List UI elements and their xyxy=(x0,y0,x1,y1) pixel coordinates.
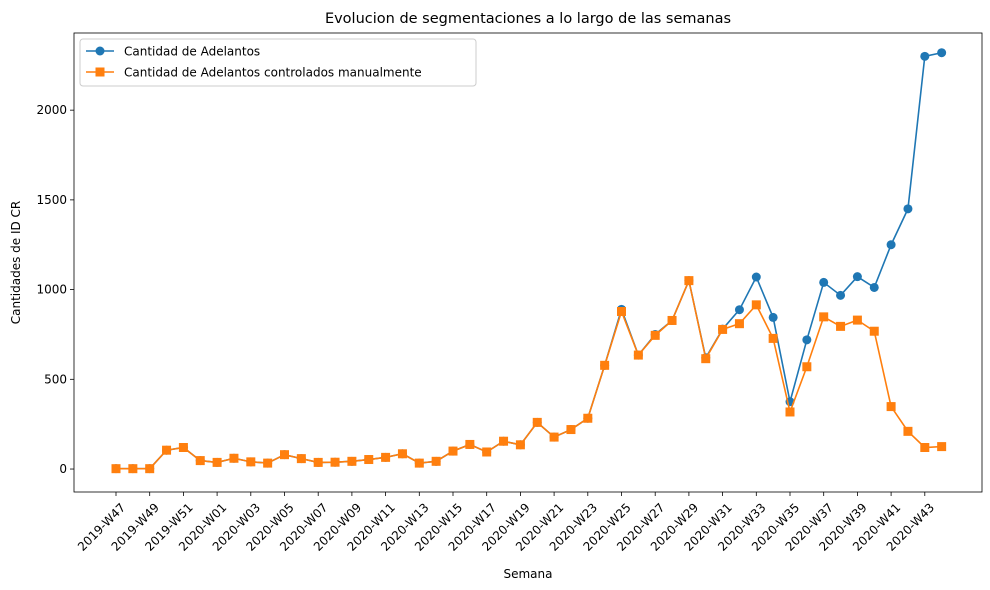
legend-label: Cantidad de Adelantos xyxy=(124,45,260,59)
legend-box xyxy=(79,38,477,87)
data-point xyxy=(802,362,812,372)
data-point xyxy=(869,326,879,336)
legend-marker xyxy=(95,67,105,77)
data-point xyxy=(937,48,947,58)
data-point xyxy=(330,457,340,467)
plot-area xyxy=(73,32,983,493)
data-point xyxy=(633,350,643,360)
data-point xyxy=(903,426,913,436)
series-group xyxy=(111,48,947,474)
data-point xyxy=(128,464,138,474)
y-tick-label: 500 xyxy=(44,372,67,386)
y-tick-label: 1500 xyxy=(36,193,67,207)
data-point xyxy=(937,442,947,452)
data-point xyxy=(583,413,593,423)
data-point xyxy=(397,449,407,459)
data-point xyxy=(532,417,542,427)
data-point xyxy=(515,440,525,450)
data-point xyxy=(836,321,846,331)
data-point xyxy=(465,439,475,449)
data-point xyxy=(684,276,694,286)
data-point xyxy=(667,315,677,325)
data-point xyxy=(920,442,930,452)
legend-item: Cantidad de Adelantos xyxy=(86,45,260,59)
y-tick-label: 1000 xyxy=(36,283,67,297)
data-point xyxy=(751,272,761,282)
data-point xyxy=(364,455,374,465)
y-axis-label: Cantidades de ID CR xyxy=(9,201,23,325)
data-point xyxy=(600,360,610,370)
data-point xyxy=(852,315,862,325)
data-point xyxy=(617,306,626,316)
data-point xyxy=(869,282,879,292)
legend-label: Cantidad de Adelantos controlados manual… xyxy=(124,66,422,80)
x-axis-label: Semana xyxy=(503,567,552,581)
data-point xyxy=(734,319,744,329)
data-point xyxy=(886,402,896,412)
data-point xyxy=(768,312,778,322)
data-point xyxy=(751,300,761,310)
data-point xyxy=(212,457,222,467)
data-point xyxy=(111,464,121,474)
data-point xyxy=(920,51,930,61)
data-point xyxy=(819,312,829,322)
legend-item: Cantidad de Adelantos controlados manual… xyxy=(86,66,422,80)
data-point xyxy=(229,453,239,463)
data-point xyxy=(734,305,744,315)
data-point xyxy=(549,432,559,442)
data-point xyxy=(195,456,205,466)
data-point xyxy=(448,446,458,456)
data-point xyxy=(650,330,660,340)
series-2 xyxy=(111,276,947,474)
data-point xyxy=(701,354,711,364)
data-point xyxy=(566,425,576,435)
data-point xyxy=(263,458,273,468)
data-point xyxy=(414,458,424,468)
data-point xyxy=(886,240,896,250)
y-tick-label: 2000 xyxy=(36,103,67,117)
data-point xyxy=(836,290,846,300)
data-point xyxy=(145,464,155,474)
legend: Cantidad de Adelantos Cantidad de Adelant… xyxy=(79,38,477,87)
data-point xyxy=(162,445,172,455)
data-point xyxy=(852,272,862,282)
legend-marker xyxy=(95,46,105,56)
data-point xyxy=(178,442,188,452)
data-point xyxy=(431,456,441,466)
data-point xyxy=(718,324,728,334)
plot-frame xyxy=(73,32,983,493)
data-point xyxy=(903,204,913,214)
data-point xyxy=(280,450,289,460)
data-point xyxy=(347,456,357,466)
data-point xyxy=(482,447,492,457)
data-point xyxy=(819,277,829,287)
data-point xyxy=(499,436,509,446)
data-point xyxy=(768,333,778,343)
data-point xyxy=(381,452,391,462)
data-point xyxy=(246,457,256,467)
data-point xyxy=(785,407,795,417)
data-point xyxy=(296,454,306,464)
data-point xyxy=(313,457,323,467)
data-point xyxy=(802,335,812,345)
chart-title: Evolucion de segmentaciones a lo largo d… xyxy=(325,11,731,27)
y-tick-label: 0 xyxy=(59,462,67,476)
